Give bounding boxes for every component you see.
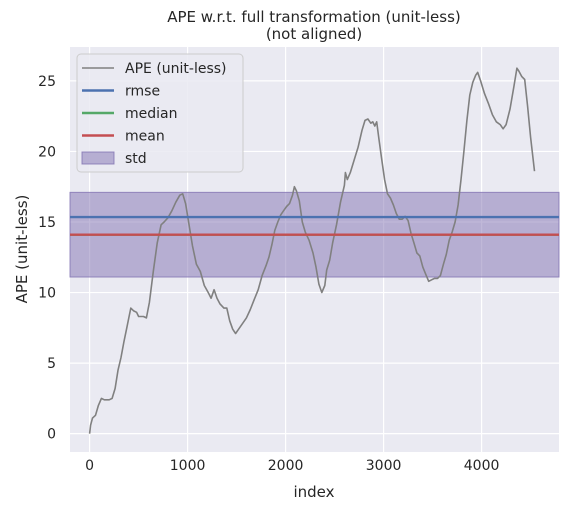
y-axis-label: APE (unit-less) [13,195,31,304]
y-axis-ticks: 0 5 10 15 20 25 [38,74,56,443]
x-tick-label: 4000 [464,458,500,474]
x-tick-label: 3000 [366,458,402,474]
chart-subtitle: (not aligned) [266,25,362,43]
legend-label-rmse: rmse [125,84,160,100]
y-tick-label: 10 [38,286,56,302]
y-tick-label: 5 [47,356,56,372]
x-tick-label: 1000 [170,458,206,474]
y-tick-label: 0 [47,427,56,443]
y-tick-label: 15 [38,215,56,231]
legend-label-median: median [125,106,177,122]
legend-label-std: std [125,151,147,167]
ape-series-line [88,67,536,434]
chart-title: APE w.r.t. full transformation (unit-les… [167,8,461,26]
x-axis-ticks: 0 1000 2000 3000 4000 [85,458,499,474]
legend-label-mean: mean [125,129,165,145]
legend-box [76,53,244,173]
series-layer [70,67,559,434]
y-tick-label: 20 [38,144,56,160]
legend: APE (unit-less) rmse median mean std [76,53,244,173]
y-tick-label: 25 [38,74,56,90]
x-tick-label: 2000 [268,458,304,474]
legend-label-ape-unit-less: APE (unit-less) [125,61,227,77]
legend-swatch-std [81,151,115,165]
x-tick-label: 0 [85,458,94,474]
x-axis-label: index [293,483,334,501]
